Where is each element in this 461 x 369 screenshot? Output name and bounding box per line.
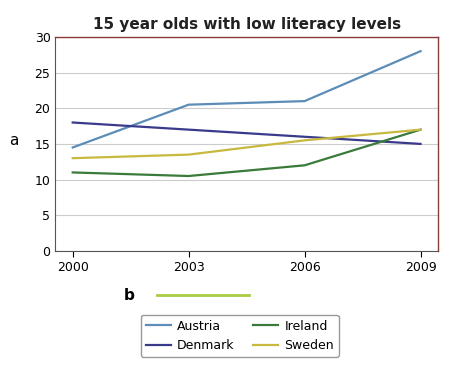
Text: b: b [124, 288, 135, 303]
Denmark [70, 120, 76, 125]
Austria [186, 103, 191, 107]
Austria [302, 99, 307, 103]
Sweden [186, 152, 191, 157]
Sweden [418, 127, 423, 132]
Line: Austria: Austria [73, 51, 420, 148]
Title: 15 year olds with low literacy levels: 15 year olds with low literacy levels [93, 17, 401, 32]
Austria [418, 49, 423, 54]
Sweden [302, 138, 307, 142]
Line: Sweden: Sweden [73, 130, 420, 158]
Ireland [186, 174, 191, 178]
Text: a: a [9, 133, 18, 148]
Denmark [418, 142, 423, 146]
Denmark [302, 135, 307, 139]
Ireland [418, 127, 423, 132]
Denmark [186, 127, 191, 132]
Line: Ireland: Ireland [73, 130, 420, 176]
Line: Denmark: Denmark [73, 123, 420, 144]
Austria [70, 145, 76, 150]
Legend: Austria, Denmark, Ireland, Sweden: Austria, Denmark, Ireland, Sweden [141, 315, 339, 357]
Sweden [70, 156, 76, 161]
Ireland [302, 163, 307, 168]
Ireland [70, 170, 76, 175]
